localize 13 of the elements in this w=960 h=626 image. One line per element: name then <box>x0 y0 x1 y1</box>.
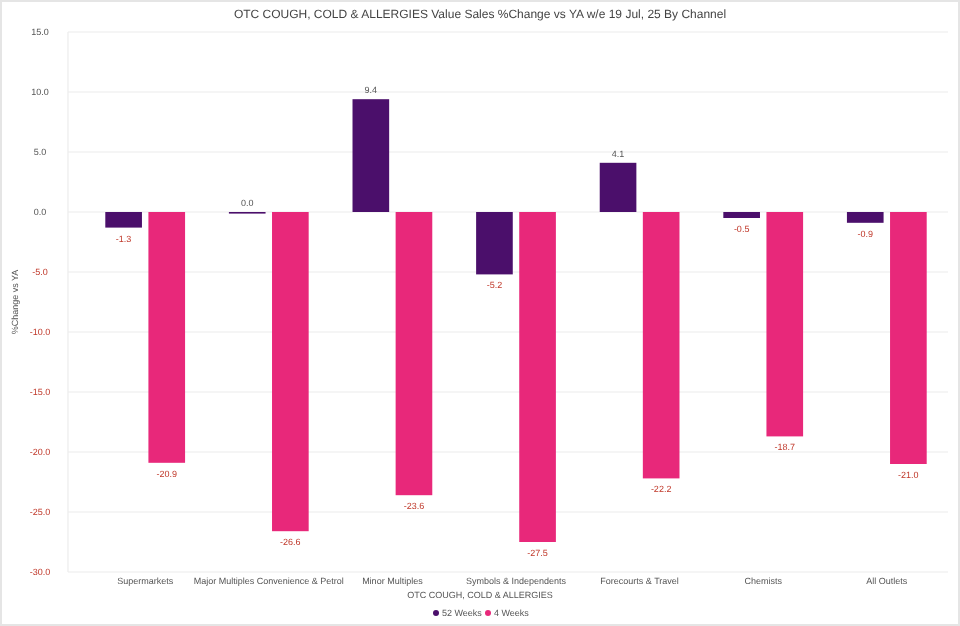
bar <box>599 162 637 212</box>
bar <box>148 212 186 463</box>
bar <box>890 212 927 464</box>
bar <box>105 212 142 228</box>
bar <box>642 212 680 479</box>
bar <box>766 212 804 437</box>
bar <box>519 212 556 542</box>
bar <box>723 212 760 218</box>
bar <box>476 212 513 275</box>
bar <box>272 212 309 532</box>
bar <box>846 212 884 223</box>
bar <box>395 212 433 496</box>
bar <box>352 99 390 212</box>
